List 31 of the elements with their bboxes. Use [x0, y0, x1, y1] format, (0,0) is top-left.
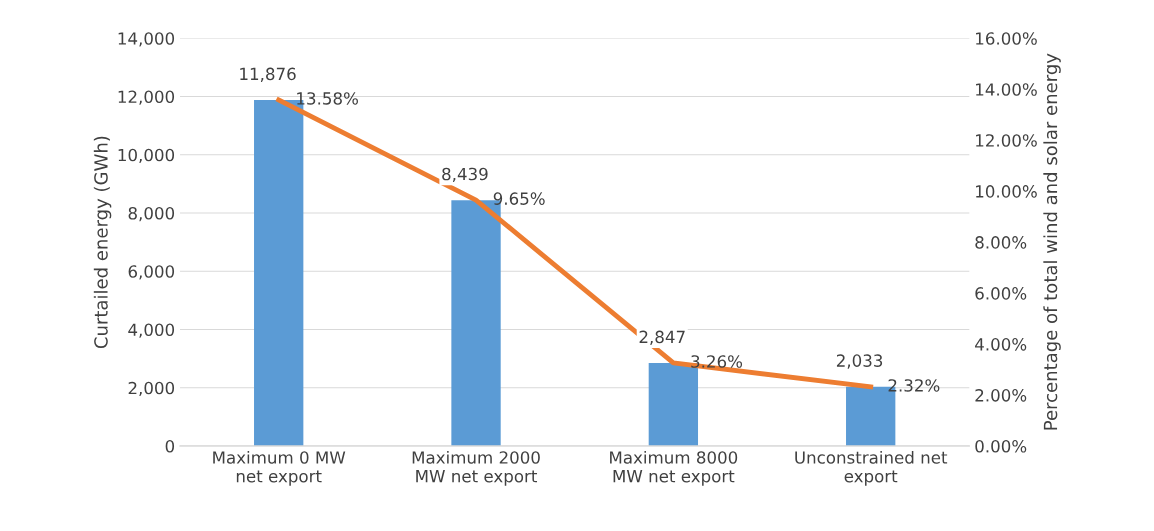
x-tick-label: Maximum 2000 MW net export: [412, 450, 540, 486]
y-tick-label: 6,000: [128, 265, 175, 280]
data-label: 9.65%: [493, 192, 545, 205]
y2-tick-label: 12.00%: [976, 134, 1037, 147]
y2-tick-label: 2.00%: [975, 389, 1027, 402]
y-tick-label: 14,000: [118, 32, 175, 47]
y-axis-title: Curtailed energy (GWh): [93, 136, 112, 349]
y-tick-label: 8,000: [128, 206, 175, 222]
y-tick-label: 4,000: [128, 323, 175, 338]
data-label: 11,876: [240, 67, 296, 82]
data-label: 8,439: [442, 167, 488, 183]
data-label: 13.58%: [297, 92, 358, 105]
x-tick-label: Unconstrained net export: [795, 450, 948, 486]
y2-tick-label: 14.00%: [976, 83, 1037, 96]
y2-tick-label: 4.00%: [975, 338, 1027, 351]
data-label: 2.32%: [888, 379, 940, 392]
data-label: 2,033: [836, 354, 883, 369]
y2-tick-label: 0.00%: [975, 440, 1027, 453]
y2-tick-label: 8.00%: [975, 236, 1027, 249]
data-label: 2,847: [639, 330, 685, 345]
y-tick-label: 0: [165, 440, 175, 453]
y-tick-label: 2,000: [128, 381, 175, 397]
y2-tick-label: 6.00%: [975, 287, 1027, 300]
y2-tick-label: 10.00%: [976, 185, 1037, 198]
y-tick-label: 10,000: [118, 148, 175, 164]
y-tick-label: 12,000: [118, 90, 175, 105]
data-label: 3.26%: [691, 355, 743, 368]
y2-tick-label: 16.00%: [976, 32, 1037, 45]
x-tick-label: Maximum 8000 MW net export: [610, 450, 738, 486]
x-tick-label: Maximum 0 MW net export: [213, 450, 346, 486]
y2-axis-title: Percentage of total wind and solar energy: [1043, 53, 1061, 430]
